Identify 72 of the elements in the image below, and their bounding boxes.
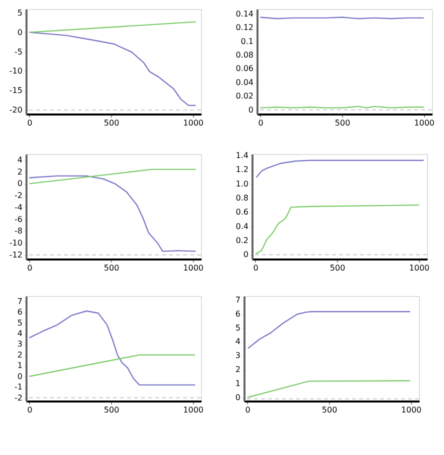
x-tick-label: 500 [104,264,120,272]
y-tick-label: -15 [9,86,22,96]
y-tick-label: 2 [17,167,22,176]
y-tick-label: 0.08 [236,50,254,60]
y-tick-label: 0.2 [236,236,248,246]
y-tick-label: -2 [14,191,22,200]
x-tick-label: 500 [334,118,350,128]
y-tick-label: 4 [17,155,22,164]
y-tick-label: -5 [14,47,22,56]
y-tick-label: 0.8 [236,193,248,202]
y-tick-label: -2 [14,393,22,402]
x-tick-label: 1000 [414,118,434,128]
y-tick-label: -12 [9,250,22,260]
x-tick-label: 1000 [409,264,430,272]
y-tick-label: 7 [17,296,22,306]
y-tick-label: 0.6 [236,208,248,217]
y-tick-label: -1 [14,382,22,392]
line-series [28,175,196,252]
y-tick-label: 0 [235,393,240,402]
x-tick-label: 500 [330,264,346,272]
x-tick-label: 1000 [183,264,204,272]
x-tick-label: 1000 [183,406,204,414]
x-tick-label: 0 [27,118,32,128]
x-tick-label: 500 [104,118,120,128]
y-tick-label: 0.14 [236,9,254,18]
line-series [256,160,424,178]
y-tick-label: 0 [17,28,22,37]
line-series [255,204,420,255]
y-tick-label: 5 [17,318,22,328]
y-tick-label: 1 [235,379,240,388]
y-tick-label: 0.4 [236,222,248,231]
y-tick-label: 2 [17,350,22,360]
y-tick-label: -4 [14,202,22,212]
y-tick-label: 0.06 [236,64,254,74]
y-tick-label: 5 [17,8,22,18]
y-tick-label: 0 [17,372,22,381]
y-tick-label: 4 [235,337,240,346]
y-tick-label: -10 [9,238,22,248]
y-tick-label: 0 [17,179,22,188]
y-tick-label: -6 [14,214,22,224]
line-series [247,311,411,350]
line-series [28,310,196,386]
y-tick-label: -8 [14,226,22,236]
y-tick-label: 3 [235,351,240,360]
y-tick-label: 4 [17,329,22,338]
x-tick-label: 500 [104,406,120,414]
y-tick-label: 6 [17,308,22,317]
x-tick-label: 0 [27,264,32,272]
y-tick-label: 0.12 [236,23,254,32]
y-tick-label: 0.04 [236,78,254,87]
x-tick-label: 500 [322,406,338,414]
y-tick-label: -10 [9,66,22,76]
y-tick-label: 0.02 [236,92,254,101]
y-tick-label: 1.2 [236,165,248,174]
y-tick-label: 3 [17,340,22,349]
y-tick-label: 1.0 [236,179,248,188]
y-tick-label: 5 [235,323,240,332]
line-series [246,380,411,398]
y-tick-label: 1.4 [236,150,248,160]
y-tick-label: 0.1 [240,36,254,46]
y-tick-label: 2 [235,365,240,374]
line-series [28,32,196,106]
y-tick-label: 0 [243,250,248,260]
x-tick-label: 1000 [401,406,422,414]
x-tick-label: 1000 [183,118,204,128]
y-tick-label: 7 [235,295,240,304]
y-tick-label: 1 [17,361,22,370]
x-tick-label: 0 [258,118,264,128]
x-tick-label: 0 [27,406,32,414]
y-tick-label: -20 [9,106,22,115]
y-tick-label: 6 [235,309,240,318]
y-tick-label: 0 [248,105,254,114]
